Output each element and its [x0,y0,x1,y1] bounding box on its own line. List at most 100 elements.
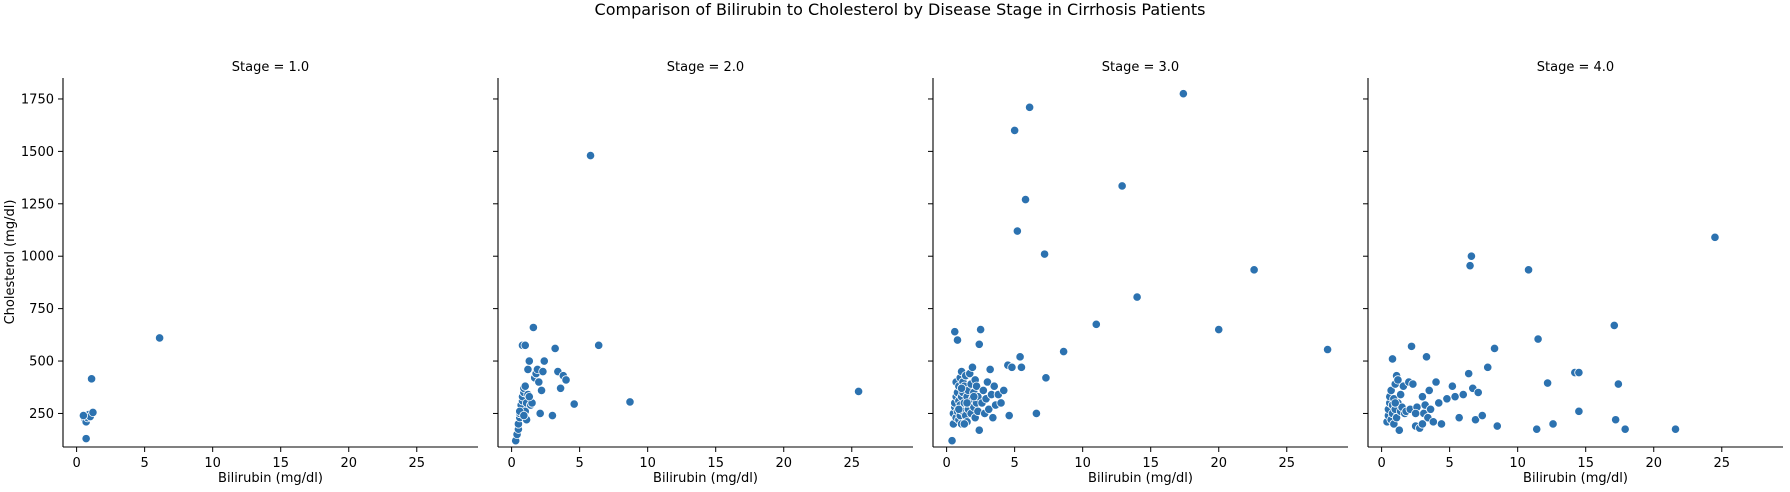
data-point [524,356,534,366]
data-point [81,434,91,444]
data-point [1390,398,1400,408]
x-tick-label: 15 [1142,456,1159,471]
data-point [984,404,994,414]
data-point [999,385,1009,395]
y-axis-label: Cholesterol (mg/dl) [3,200,18,325]
data-point [962,398,972,408]
data-point [1031,408,1042,419]
x-tick-label: 0 [72,456,80,471]
data-point [523,364,533,375]
facet-panel: Stage = 2.0 0 5 10 15 20 25 Bilirubin (mg/dl) [493,60,913,486]
y-tick-label: 1250 [21,197,54,212]
data-point [1424,385,1434,395]
facet-title: Stage = 1.0 [232,60,309,75]
data-point [1611,415,1621,425]
data-point [1010,125,1020,136]
data-point [78,410,89,421]
data-point [1532,424,1542,434]
data-point [1406,341,1417,351]
chart-title: Comparison of Bilirubin to Cholesterol b… [595,0,1206,19]
x-tick-label: 25 [1278,456,1295,471]
data-point [1466,251,1477,261]
data-point [561,375,571,385]
data-point [1417,419,1428,429]
facet-title: Stage = 4.0 [1537,60,1614,75]
data-point [954,404,964,414]
x-axis-label: Bilirubin (mg/dl) [1088,471,1193,486]
data-points [511,150,864,446]
facet-title: Stage = 2.0 [667,60,744,75]
data-point [1249,265,1259,275]
data-point [1434,398,1444,408]
data-point [88,407,98,418]
data-point [1020,195,1031,205]
data-point [524,392,534,402]
x-tick-label: 25 [843,456,860,471]
data-point [1477,410,1487,421]
data-point [853,386,864,397]
x-tick-label: 10 [204,456,221,471]
data-point [1464,369,1474,379]
data-point [969,392,979,402]
x-tick-label: 25 [408,456,425,471]
data-point [982,377,993,387]
data-point [1450,392,1460,402]
data-point [1322,344,1333,355]
data-point [585,150,596,161]
data-point [519,410,529,421]
data-point [625,397,635,407]
data-point [1039,249,1050,259]
data-point [976,324,986,335]
data-point [1178,89,1188,99]
data-point [1012,226,1022,236]
data-point [996,398,1006,408]
data-point [1041,373,1051,383]
data-point [1431,377,1441,387]
data-point [1620,424,1630,434]
data-point [1574,406,1584,416]
x-tick-label: 15 [707,456,724,471]
data-point [1132,292,1142,302]
data-point [1396,389,1406,400]
data-point [1016,362,1027,372]
data-point [535,408,545,419]
data-point [1117,181,1127,191]
x-tick-label: 0 [942,456,950,471]
data-point [1004,410,1014,421]
y-tick-label: 1750 [21,92,54,107]
data-point [1710,232,1720,242]
x-tick-label: 20 [340,456,357,471]
x-tick-label: 5 [140,456,148,471]
data-point [1543,378,1553,388]
data-point [988,413,998,423]
data-point [547,410,558,421]
data-point [971,381,982,391]
data-point [1613,379,1623,389]
data-point [1492,421,1502,431]
data-point [520,381,530,391]
facet-title: Stage = 3.0 [1102,60,1179,75]
data-point [1425,404,1436,414]
data-point [950,327,960,337]
y-tick-label: 750 [29,302,54,317]
data-point [952,335,963,345]
x-tick-label: 5 [1445,456,1453,471]
y-tick-label: 500 [29,355,54,370]
data-point [155,333,165,343]
x-tick-label: 20 [1210,456,1227,471]
data-point [555,383,566,393]
data-point [1417,392,1428,402]
x-tick-label: 10 [1074,456,1091,471]
facet-panel: Stage = 1.0 250 500 750 1000 1250 1500 1750 0 5 10… [21,60,478,486]
y-tick-label: 1500 [21,145,54,160]
data-point [989,381,999,391]
data-point [594,340,604,350]
x-tick-label: 5 [575,456,583,471]
data-point [974,339,984,349]
data-point [1428,417,1438,427]
data-point [1387,354,1398,364]
data-point [1411,408,1421,419]
data-point [1523,265,1534,275]
data-point [1393,375,1403,385]
x-tick-label: 10 [639,456,656,471]
